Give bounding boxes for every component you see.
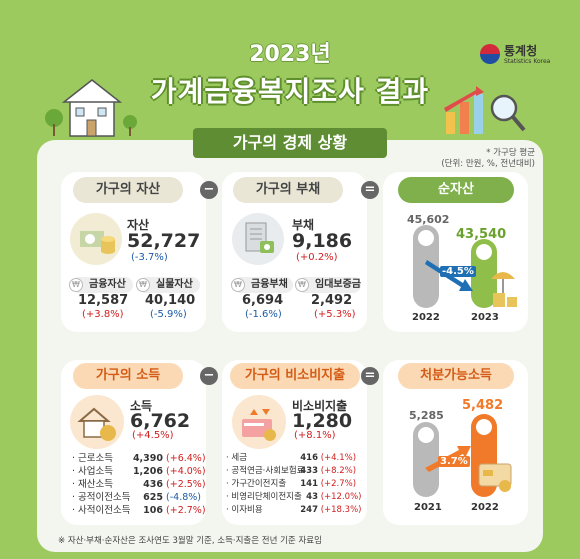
income-value: 6,762: [130, 410, 191, 432]
nonconsumption-breakdown-list: · 세금 416 (+4.1%) · 공적연금·사회보험료433 (+8.2%) …: [226, 452, 366, 517]
disposable-income-chart: [413, 414, 512, 497]
section-title-banner: 가구의 경제 상황: [193, 128, 387, 158]
list-item: · 근로소득 4,390 (+6.4%): [72, 453, 206, 464]
disposable-2022-year: 2022: [471, 502, 499, 513]
agency-name-en: Statistics Korea: [504, 58, 551, 65]
net-assets-bar-2023-coin-icon: [476, 244, 492, 260]
financial-debt-value: 6,694: [242, 293, 284, 308]
minus-operator-icon: −: [200, 367, 218, 385]
house-illustration: [40, 78, 140, 138]
net-assets-chart: [413, 225, 517, 308]
financial-debt-change: (-1.6%): [245, 309, 282, 320]
agency-logo: 통계청 Statistics Korea: [480, 42, 570, 70]
footnote: ※ 자산·부채·순자산은 조사연도 3월말 기준, 소득·지출은 전년 기준 자…: [58, 536, 322, 546]
real-assets-label: 실물자산: [138, 277, 200, 293]
debt-pill: 가구의 부채: [233, 177, 343, 203]
list-item: · 비영리단체이전지출 43 (+12.0%): [226, 492, 362, 502]
equals-operator-icon: =: [361, 181, 379, 199]
net-assets-2022-year: 2022: [412, 312, 440, 323]
debt-change: (+0.2%): [296, 252, 338, 263]
assets-change: (-3.7%): [131, 252, 168, 263]
expenditure-icon: [232, 395, 286, 449]
assets-label: 자산: [127, 218, 150, 232]
disposable-2021-value: 5,285: [409, 409, 444, 422]
net-assets-pill: 순자산: [398, 177, 514, 203]
list-item: · 이자비용 247 (+18.3%): [226, 505, 362, 515]
rental-deposit-value: 2,492: [311, 293, 353, 308]
minus-operator-icon: −: [200, 181, 218, 199]
income-house-icon: [70, 395, 124, 449]
taegeuk-icon: [480, 44, 500, 64]
financial-assets-label: 금융자산: [71, 277, 133, 293]
rental-deposit-label: 임대보증금: [297, 277, 361, 293]
rental-deposit-coin-icon: ₩: [295, 278, 309, 292]
card-coins-icon: [478, 463, 512, 492]
net-assets-change: -4.5%: [440, 266, 476, 277]
net-assets-2022-value: 45,602: [407, 213, 450, 226]
real-assets-value: 40,140: [145, 293, 196, 308]
disposable-bar-2021-coin-icon: [418, 427, 434, 443]
list-item: · 공적이전소득 625 (-4.8%): [72, 492, 202, 503]
financial-assets-coin-icon: ₩: [69, 278, 83, 292]
section-title: 가구의 경제 상황: [232, 133, 348, 152]
disposable-bar-2022-coin-icon: [476, 419, 492, 435]
list-item: · 사업소득 1,206 (+4.0%): [72, 466, 206, 477]
disposable-income-pill: 처분가능소득: [398, 363, 514, 389]
agency-name-ko: 통계청: [504, 44, 538, 58]
list-item: · 가구간이전지출 141 (+2.7%): [226, 479, 357, 489]
real-assets-coin-icon: ₩: [136, 278, 150, 292]
unit-note-2: (단위: 만원, %, 전년대비): [441, 159, 535, 169]
page-title: 가계금융복지조사 결과: [150, 75, 430, 108]
umbrella-coins-icon: [491, 272, 517, 307]
disposable-2021-year: 2021: [414, 502, 442, 513]
nonconsumption-value: 1,280: [292, 410, 353, 432]
unit-note: * 가구당 평균 (단위: 만원, %, 전년대비): [420, 148, 535, 170]
debt-document-icon: [232, 213, 284, 265]
list-item: · 세금 416 (+4.1%): [226, 453, 357, 463]
disposable-bar-2021: [413, 422, 439, 497]
real-assets-change: (-5.9%): [150, 309, 187, 320]
list-item: · 재산소득 436 (+2.5%): [72, 479, 206, 490]
growth-chart-illustration: [440, 72, 530, 136]
header-year: 2023년: [249, 42, 331, 67]
income-pill: 가구의 소득: [73, 363, 183, 389]
net-assets-bar-2022: [413, 225, 439, 308]
net-assets-2023-value: 43,540: [456, 227, 507, 242]
assets-value: 52,727: [127, 230, 201, 252]
assets-pill: 가구의 자산: [73, 177, 183, 203]
list-item: · 사적이전소득 106 (+2.7%): [72, 505, 206, 516]
nonconsumption-pill: 가구의 비소비지출: [230, 363, 360, 389]
financial-debt-label: 금융부채: [233, 277, 293, 293]
financial-assets-value: 12,587: [78, 293, 129, 308]
nonconsumption-label: 비소비지출: [292, 399, 348, 413]
income-change: (+4.5%): [132, 430, 174, 441]
unit-note-1: * 가구당 평균: [486, 148, 535, 158]
financial-debt-coin-icon: ₩: [231, 278, 245, 292]
rental-deposit-change: (+5.3%): [314, 309, 356, 320]
income-breakdown-list: · 근로소득 4,390 (+6.4%) · 사업소득 1,206 (+4.0%) …: [72, 452, 207, 517]
money-coins-icon: [70, 213, 122, 265]
disposable-2022-value: 5,482: [462, 398, 504, 413]
net-assets-2023-year: 2023: [471, 312, 499, 323]
disposable-change: 3.7%: [438, 456, 470, 467]
net-assets-bar-2022-coin-icon: [418, 230, 434, 246]
income-label: 소득: [130, 399, 153, 413]
debt-value: 9,186: [292, 230, 353, 252]
nonconsumption-change: (+8.1%): [294, 430, 336, 441]
debt-label: 부채: [292, 218, 315, 232]
equals-operator-icon: =: [361, 367, 379, 385]
financial-assets-change: (+3.8%): [82, 309, 124, 320]
list-item: · 공적연금·사회보험료433 (+8.2%): [226, 466, 357, 476]
